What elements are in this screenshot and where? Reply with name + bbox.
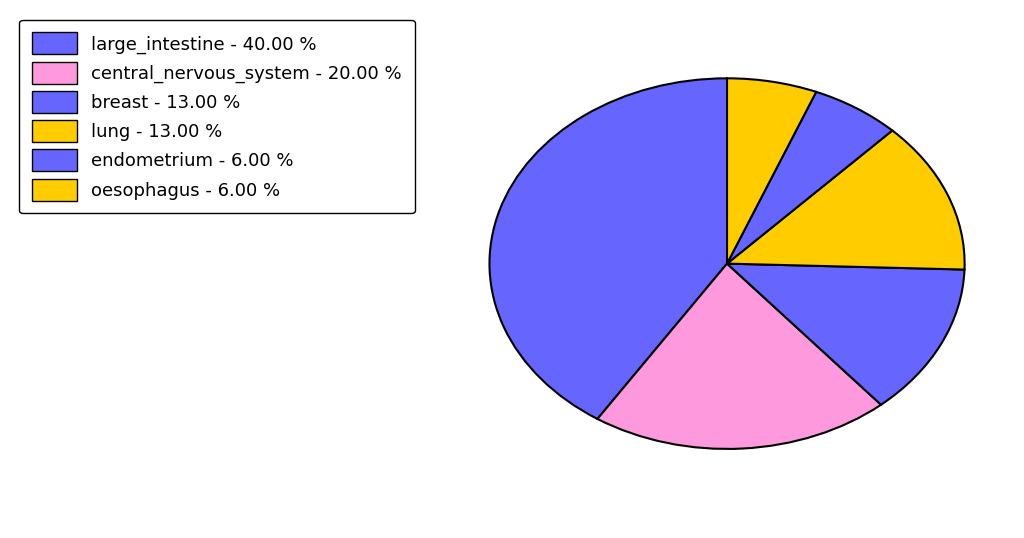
Wedge shape — [727, 264, 965, 405]
Wedge shape — [489, 79, 727, 419]
Wedge shape — [727, 92, 892, 264]
Legend: large_intestine - 40.00 %, central_nervous_system - 20.00 %, breast - 13.00 %, l: large_intestine - 40.00 %, central_nervo… — [19, 20, 415, 214]
Wedge shape — [597, 264, 881, 449]
Wedge shape — [727, 131, 965, 270]
Wedge shape — [727, 79, 816, 264]
